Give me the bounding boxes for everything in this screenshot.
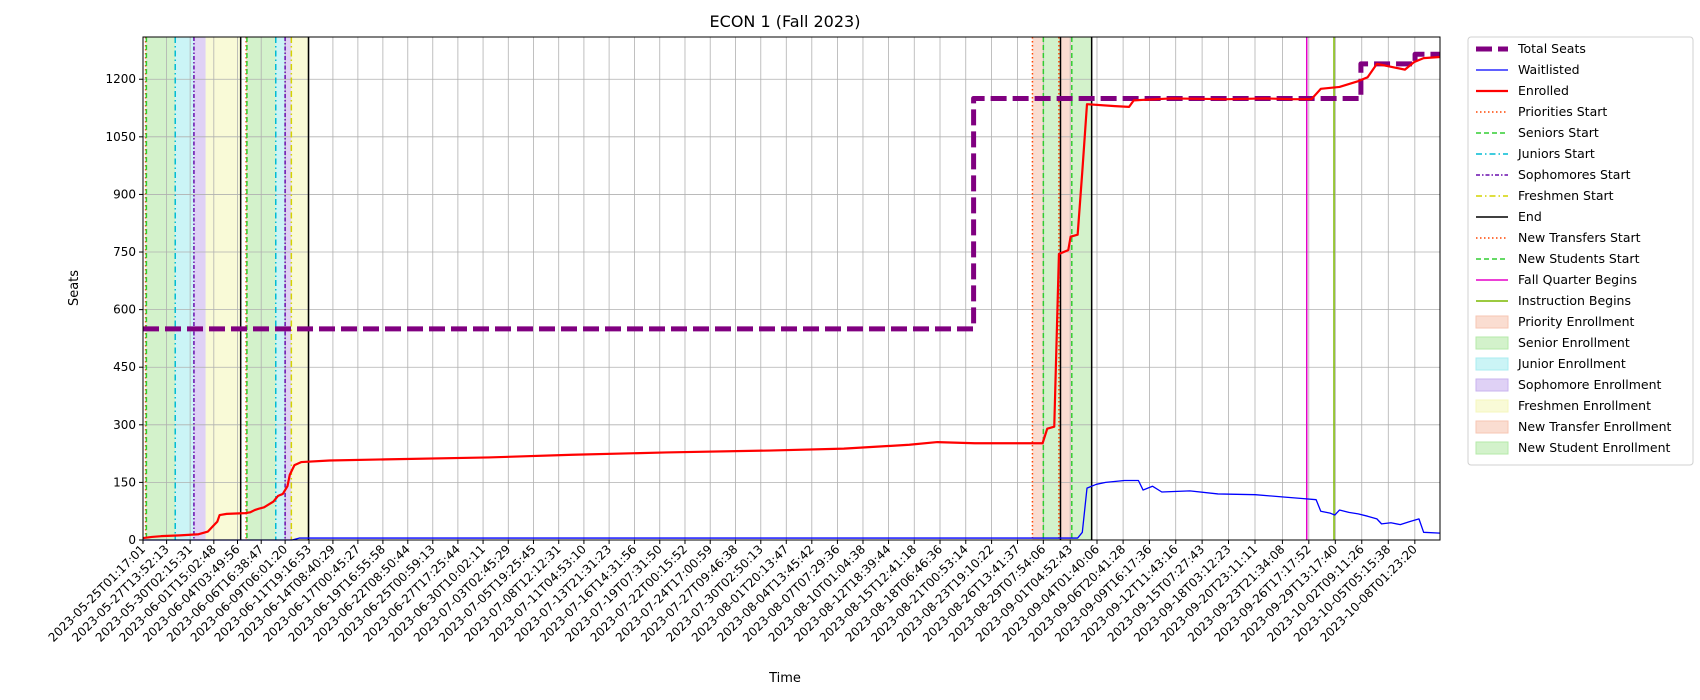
chart-title: ECON 1 (Fall 2023) — [710, 12, 861, 31]
legend-swatch — [1475, 378, 1509, 392]
y-tick-label: 300 — [113, 418, 136, 432]
legend-label: Instruction Begins — [1518, 293, 1631, 308]
grid-lines — [142, 37, 1440, 541]
legend-label: Seniors Start — [1518, 125, 1599, 140]
legend-label: Freshmen Start — [1518, 188, 1614, 203]
y-tick-label: 0 — [128, 533, 136, 547]
legend-swatch — [1475, 399, 1509, 413]
legend-swatch — [1475, 441, 1509, 455]
legend-label: New Students Start — [1518, 251, 1640, 266]
legend-label: Fall Quarter Begins — [1518, 272, 1637, 287]
x-axis-ticks: 2023-05-25T01:17:012023-05-27T13:52:1320… — [46, 540, 1420, 645]
y-tick-label: 150 — [113, 475, 136, 489]
legend: Total Seats Waitlisted Enrolled Priorities … — [1467, 36, 1694, 466]
legend-label: Total Seats — [1517, 41, 1586, 56]
legend-label: New Transfer Enrollment — [1518, 419, 1672, 434]
legend-label: Senior Enrollment — [1518, 335, 1630, 350]
legend-label: Priority Enrollment — [1518, 314, 1635, 329]
legend-swatch — [1475, 357, 1509, 371]
y-tick-label: 1200 — [105, 72, 136, 86]
span-4-0 — [205, 37, 241, 540]
y-tick-label: 450 — [113, 360, 136, 374]
legend-swatch — [1475, 336, 1509, 350]
span-1-2 — [1043, 37, 1061, 540]
y-axis-label: Seats — [67, 270, 82, 306]
series-2 — [142, 55, 1441, 540]
plot-frame — [142, 36, 1441, 541]
legend-label: Freshmen Enrollment — [1518, 398, 1651, 413]
series-0 — [143, 51, 1440, 332]
legend-swatch — [1475, 420, 1509, 434]
legend-label: New Transfers Start — [1518, 230, 1641, 245]
legend-box — [1467, 36, 1694, 466]
span-1-0 — [146, 37, 176, 540]
span-2-1 — [275, 37, 286, 540]
span-3-0 — [193, 37, 206, 540]
y-tick-label: 600 — [113, 303, 136, 317]
y-axis-ticks: 0 150 300 450 600 750 900 1050 1200 — [105, 72, 143, 547]
x-axis-label: Time — [768, 671, 801, 686]
legend-label: Waitlisted — [1518, 62, 1580, 77]
data-series — [142, 51, 1441, 541]
span-4-1 — [291, 37, 309, 540]
span-0-2 — [1032, 37, 1044, 540]
legend-label: Junior Enrollment — [1517, 356, 1626, 371]
legend-label: Priorities Start — [1518, 104, 1607, 119]
span-6-0 — [1071, 37, 1092, 540]
series-1 — [143, 479, 1441, 541]
event-vertical-lines — [144, 37, 1335, 540]
legend-label: New Student Enrollment — [1518, 440, 1670, 455]
y-tick-label: 1050 — [105, 130, 136, 144]
legend-swatch — [1475, 315, 1509, 329]
enrollment-period-spans — [145, 37, 1092, 540]
span-2-0 — [175, 37, 194, 540]
span-3-1 — [285, 37, 292, 540]
span-5-0 — [1060, 37, 1072, 540]
legend-label: End — [1518, 209, 1542, 224]
legend-label: Sophomores Start — [1518, 167, 1631, 182]
y-tick-label: 900 — [113, 187, 136, 201]
legend-label: Enrolled — [1518, 83, 1569, 98]
legend-label: Juniors Start — [1517, 146, 1595, 161]
y-tick-label: 750 — [113, 245, 136, 259]
legend-label: Sophomore Enrollment — [1518, 377, 1662, 392]
